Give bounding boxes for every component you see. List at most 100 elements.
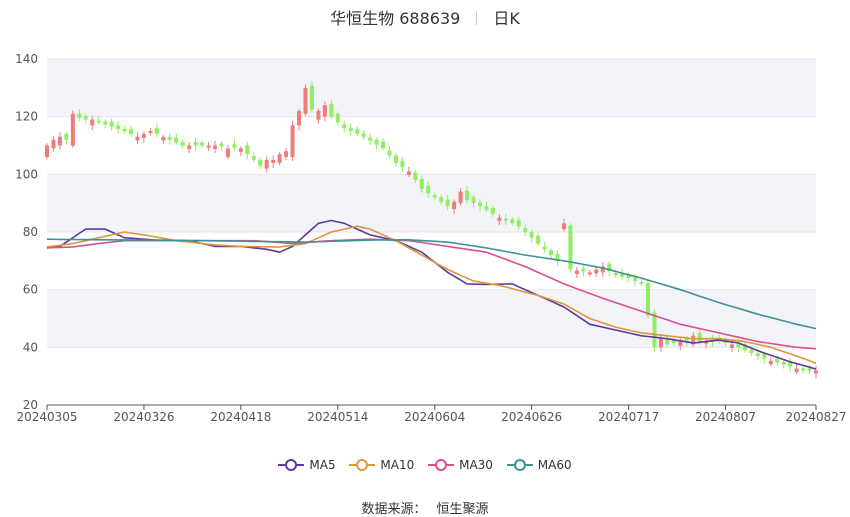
candle-body [607,263,612,271]
candle-body [814,370,818,374]
candle-body [639,282,644,284]
candle-body [329,104,334,117]
y-tick-label: 100 [15,167,38,181]
candle-body [387,150,392,156]
candle-body [697,332,702,342]
legend-ma10-label: MA10 [380,458,415,472]
candle-body [452,201,457,210]
candle-body [245,145,250,155]
ma-line-ma60 [46,238,817,330]
candle-body [83,116,88,120]
candle-body [736,343,741,348]
candle-body [426,185,431,194]
legend-item-ma5[interactable]: MA5 [278,458,336,472]
x-tick-label: 20240604 [404,410,465,424]
candle-body [90,119,95,126]
candle-body [768,360,773,365]
candle-body [316,110,321,120]
grid-band [47,59,816,117]
candle-body [277,154,282,163]
legend-item-ma60[interactable]: MA60 [506,458,572,472]
candle-body [581,268,586,272]
legend-item-ma10[interactable]: MA10 [349,458,414,472]
x-tick-label: 20240717 [598,410,659,424]
x-tick-label: 20240326 [113,410,174,424]
candle-body [284,151,289,158]
candle-body [238,148,243,152]
candle-body [290,125,295,158]
candle-body [129,129,134,134]
candle-body [200,142,205,146]
candle-body [406,171,411,175]
candle-body [251,156,256,160]
candle-body [355,129,360,134]
y-tick-label: 40 [23,340,38,354]
title-separator [476,11,478,25]
stock-name-code: 华恒生物 688639 [330,9,461,28]
candle-body [503,218,508,221]
candle-body [749,349,754,354]
legend-ma60-swatch [506,459,533,471]
legend-item-ma30[interactable]: MA30 [428,458,493,472]
candle-body [103,121,108,125]
source-label: 数据来源： [361,502,427,517]
candle-body [529,232,534,238]
candle-body [258,159,263,166]
candle-body [206,145,211,148]
candle-body [64,133,69,140]
x-tick-label: 20240807 [695,410,756,424]
candle-body [465,190,470,201]
candle-body [309,85,314,110]
candle-body [109,121,114,127]
candle-body [542,246,547,250]
legend-ma5-label: MA5 [309,458,336,472]
candle-body [652,312,657,348]
candle-body [393,155,398,163]
candle-body [516,220,521,227]
candle-body [225,148,230,158]
y-tick-label: 140 [15,52,38,66]
grid-band [47,174,816,232]
candle-body [77,113,82,119]
candle-body [161,136,166,141]
legend-ma10-swatch [349,459,376,471]
candle-body [781,361,786,365]
candle-body [710,338,715,342]
candle-body [645,282,650,316]
candle-body [374,139,379,145]
candle-body [600,266,605,273]
candle-body [368,137,373,141]
candle-body [704,341,709,344]
candle-body [381,141,386,149]
candle-body [297,110,302,126]
data-source: 数据来源： 恒生聚源 [0,498,850,517]
candle-body [419,179,424,189]
candle-body [633,277,638,282]
candle-body [135,136,140,141]
candle-body [658,338,663,348]
y-tick-label: 120 [15,110,38,124]
candle-body [549,250,554,256]
candle-body [51,139,56,149]
candle-body [264,159,269,169]
candle-body [742,344,747,351]
candle-body [96,120,101,123]
candle-body [587,272,592,275]
candle-body [626,274,631,279]
period-label[interactable]: 日K [493,9,520,28]
candle-body [775,359,780,363]
candle-body [445,199,450,207]
candle-body [413,172,418,181]
candle-body [523,228,528,232]
y-tick-label: 20 [23,398,38,412]
candle-body [167,136,172,140]
candle-body [45,145,49,158]
candle-body [342,124,347,129]
candle-body [574,270,579,274]
candle-body [141,133,146,138]
candle-body [122,128,127,132]
candle-body [116,125,121,129]
candle-body [57,136,62,146]
candle-body [148,131,153,133]
